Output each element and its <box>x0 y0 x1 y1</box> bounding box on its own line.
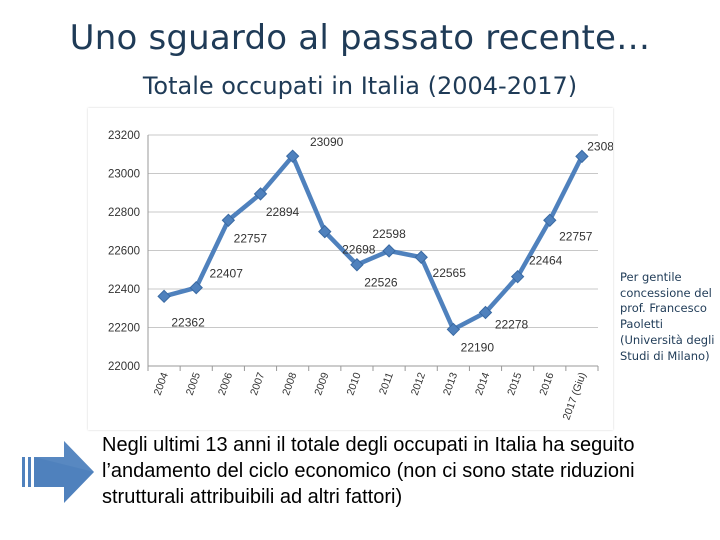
data-label: 22190 <box>461 340 495 354</box>
x-tick-label: 2017 (Giu) <box>561 371 589 422</box>
data-point <box>510 269 525 284</box>
series-line <box>161 153 585 332</box>
data-label: 22407 <box>210 267 244 281</box>
data-label: 22362 <box>171 315 205 329</box>
x-tick-label: 2004 <box>152 371 171 397</box>
data-point <box>189 280 203 295</box>
data-point <box>253 187 268 201</box>
y-tick-label: 22600 <box>108 246 140 258</box>
data-label: 23089 <box>587 139 613 153</box>
slide-title: Uno sguardo al passato recente… <box>69 18 651 58</box>
data-label: 22757 <box>559 229 593 243</box>
data-point <box>221 213 236 227</box>
x-tick-label: 2015 <box>505 371 524 397</box>
data-label: 23090 <box>310 135 344 149</box>
x-tick-label: 2007 <box>248 371 267 397</box>
data-point <box>350 258 364 272</box>
x-tick-label: 2011 <box>377 371 396 396</box>
x-tick-label: 2009 <box>312 371 331 397</box>
x-tick-label: 2013 <box>441 371 460 397</box>
x-tick-label: 2010 <box>344 371 363 397</box>
data-label: 22565 <box>433 266 467 280</box>
x-tick-label: 2006 <box>216 371 235 397</box>
slide-subtitle: Totale occupati in Italia (2004-2017) <box>142 72 578 100</box>
x-tick-label: 2016 <box>537 371 556 397</box>
y-tick-label: 22400 <box>108 284 140 296</box>
data-point <box>446 322 461 337</box>
data-label: 22464 <box>529 254 563 268</box>
arrow-right-icon <box>22 441 94 503</box>
x-tick-label: 2012 <box>409 371 428 397</box>
y-tick-label: 22800 <box>108 207 140 219</box>
data-point <box>318 224 332 239</box>
data-point <box>575 149 589 164</box>
bullet-text: Negli ultimi 13 anni il totale degli occ… <box>102 434 635 508</box>
y-tick-label: 23200 <box>108 130 140 142</box>
data-label: 22894 <box>266 205 300 219</box>
data-label: 22698 <box>342 243 376 257</box>
x-tick-label: 2014 <box>473 371 492 397</box>
data-point <box>157 289 171 304</box>
data-point <box>543 213 557 227</box>
data-point <box>478 305 493 320</box>
data-label: 22526 <box>364 276 398 290</box>
data-label: 22598 <box>372 227 406 241</box>
y-tick-label: 23000 <box>108 169 140 181</box>
credit-note: Per gentile concessione del prof. France… <box>620 270 715 363</box>
x-tick-label: 2008 <box>280 371 299 397</box>
line-chart: 22000 22200 22400 22600 22800 23000 23200 2004 2… <box>108 130 613 422</box>
data-point <box>285 149 300 163</box>
data-point <box>382 244 396 258</box>
chart-frame: 22000 22200 22400 22600 22800 23000 23200 2004 2… <box>88 108 613 430</box>
data-label: 22757 <box>234 231 268 245</box>
data-label: 22278 <box>495 317 529 331</box>
data-point <box>414 250 428 264</box>
y-tick-label: 22000 <box>108 361 140 373</box>
y-tick-label: 22200 <box>108 323 140 335</box>
x-tick-label: 2005 <box>184 371 203 397</box>
